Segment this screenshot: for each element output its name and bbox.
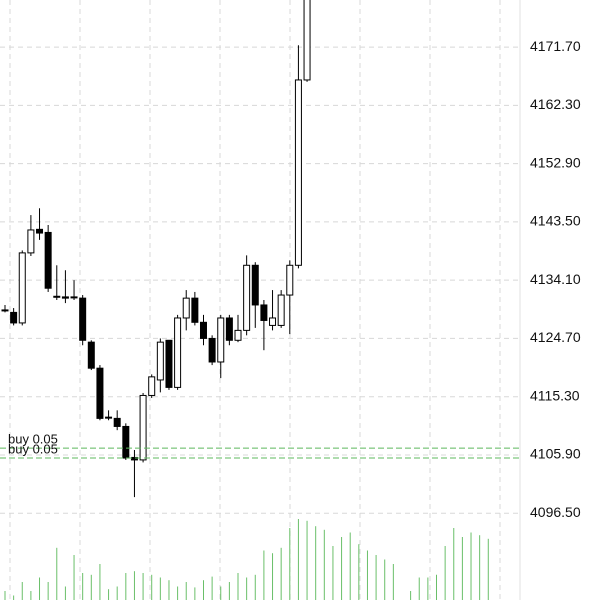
candle-body	[139, 394, 147, 461]
candle-body	[243, 264, 251, 331]
y-tick-label: 4115.30	[530, 387, 580, 403]
candle-body	[234, 329, 242, 341]
candle-body	[122, 425, 130, 459]
candle-body	[61, 296, 69, 299]
order-label: buy 0.05	[8, 441, 58, 456]
candle-body	[79, 297, 87, 341]
candle-body	[36, 228, 44, 234]
y-tick-label: 4096.50	[530, 504, 581, 520]
candle-body	[208, 337, 216, 363]
candle-body	[1, 309, 9, 312]
candle-body	[96, 367, 104, 419]
candle-body	[113, 417, 121, 427]
candle-body	[10, 311, 18, 324]
candle-body	[156, 341, 164, 381]
candle-body	[303, 0, 311, 81]
candle-body	[165, 339, 173, 388]
y-tick-label: 4171.70	[530, 38, 581, 54]
candle-body	[53, 295, 61, 298]
candle-body	[217, 317, 225, 363]
candle-body	[286, 264, 294, 296]
candle-body	[251, 264, 259, 306]
y-tick-label: 4124.70	[530, 329, 581, 345]
candle-body	[182, 297, 190, 319]
candle-body	[130, 456, 138, 461]
candle-body	[27, 229, 35, 254]
candle-body	[260, 304, 268, 321]
y-tick-label: 4105.90	[530, 446, 581, 462]
candle-body	[199, 321, 207, 339]
candle-body	[105, 416, 113, 419]
candle-body	[277, 294, 285, 326]
y-tick-label: 4152.90	[530, 154, 581, 170]
candle-body	[174, 317, 182, 388]
y-tick-label: 4162.30	[530, 96, 581, 112]
candle-body	[87, 341, 95, 369]
candle-body	[44, 231, 52, 289]
order-label: buy 0.05	[8, 432, 58, 447]
y-tick-label: 4143.50	[530, 213, 581, 229]
candle-body	[18, 252, 26, 324]
y-tick-label: 4134.10	[530, 271, 581, 287]
candle-body	[294, 79, 302, 266]
candle-body	[225, 317, 233, 341]
candle-body	[148, 376, 156, 396]
candle-body	[191, 297, 199, 323]
candle-body	[70, 296, 78, 299]
candle-body	[269, 317, 277, 326]
